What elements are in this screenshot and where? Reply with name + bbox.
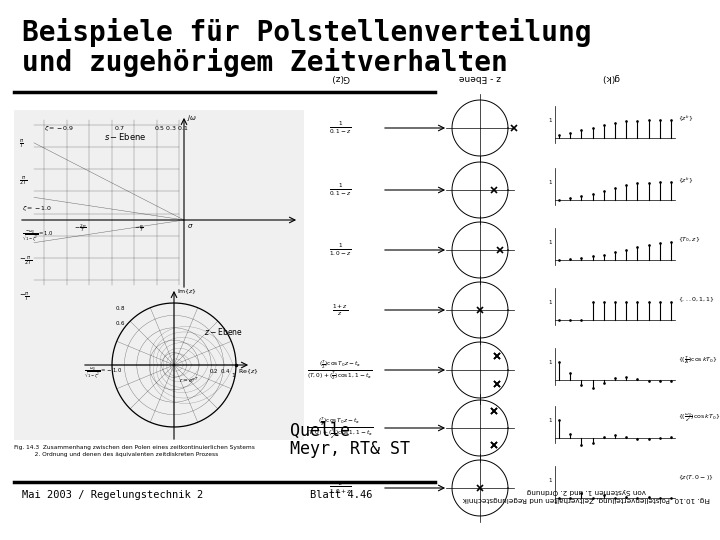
Text: $0.2$: $0.2$ (209, 367, 219, 375)
Text: $\frac{\pi}{2T}$: $\frac{\pi}{2T}$ (19, 174, 27, 187)
Text: $\zeta=-0.9$: $\zeta=-0.9$ (44, 124, 74, 133)
Text: $r=e^{\sigma T}$: $r=e^{\sigma T}$ (179, 376, 199, 385)
Text: 1: 1 (549, 179, 552, 185)
Text: $\zeta=-1.0$: $\zeta=-1.0$ (22, 204, 53, 213)
Text: und zugehörigem Zeitverhalten: und zugehörigem Zeitverhalten (22, 48, 508, 77)
Text: $\frac{1+z}{z}$: $\frac{1+z}{z}$ (332, 302, 348, 318)
Text: $-\frac{\pi}{T}$: $-\frac{\pi}{T}$ (134, 223, 144, 234)
Text: $\frac{1}{0{.}1-z}$: $\frac{1}{0{.}1-z}$ (328, 182, 351, 198)
Text: $\frac{(\frac{T}{2})\cos T_0 z-t_a}{(T,0)+(\frac{T_0}{z^2})\cos 1,1-t_a}$: $\frac{(\frac{T}{2})\cos T_0 z-t_a}{(T,0… (306, 415, 374, 441)
Text: 1: 1 (549, 417, 552, 422)
Text: $\frac{1}{0{.}1-z}$: $\frac{1}{0{.}1-z}$ (328, 120, 351, 136)
Text: 1: 1 (549, 118, 552, 123)
Text: $\frac{\pi}{T}$: $\frac{\pi}{T}$ (19, 137, 24, 150)
Text: $-\frac{\pi}{2T}$: $-\frac{\pi}{2T}$ (19, 254, 33, 267)
Text: G(z): G(z) (330, 73, 349, 82)
Text: $j\omega$: $j\omega$ (187, 113, 197, 123)
Text: $\{(\frac{\omega_0}{z^2})\cos kT_0\}$: $\{(\frac{\omega_0}{z^2})\cos kT_0\}$ (678, 411, 720, 424)
Text: 1: 1 (549, 240, 552, 245)
Text: $\{z^k\}$: $\{z^k\}$ (678, 113, 693, 123)
Text: $s-$Ebene: $s-$Ebene (104, 131, 146, 142)
Text: $\{z^k\}$: $\{z^k\}$ (678, 175, 693, 185)
Text: $0.8$: $0.8$ (115, 304, 125, 312)
Text: $\frac{z}{1{.}0+z}$: $\frac{z}{1{.}0+z}$ (328, 481, 351, 496)
Text: $\frac{(\frac{T}{2})\cos T_0 z-t_a}{(T,0)+(\frac{T}{2})\cos 1,1-t_a}$: $\frac{(\frac{T}{2})\cos T_0 z-t_a}{(T,0… (307, 358, 373, 382)
Text: Blatt 4.46: Blatt 4.46 (310, 490, 372, 500)
Text: $\mathrm{Im}\{z\}$: $\mathrm{Im}\{z\}$ (177, 287, 197, 296)
Text: $\mathrm{Re}\{z\}$: $\mathrm{Re}\{z\}$ (238, 367, 258, 376)
Text: $\{(\frac{T}{A})\cos kT_0\}$: $\{(\frac{T}{A})\cos kT_0\}$ (678, 354, 718, 366)
Text: Meyr, RT& ST: Meyr, RT& ST (290, 440, 410, 458)
Text: $0.5\ 0.3\ 0.1$: $0.5\ 0.3\ 0.1$ (154, 124, 189, 132)
Text: $0.7$: $0.7$ (114, 124, 125, 132)
Text: 1: 1 (549, 360, 552, 365)
Text: $\{z(T.0-)\}$: $\{z(T.0-)\}$ (678, 474, 714, 483)
Text: z - Ebene: z - Ebene (459, 73, 501, 82)
Text: $\frac{-\omega_0}{\sqrt{1-\zeta^2}}=1.0$: $\frac{-\omega_0}{\sqrt{1-\zeta^2}}=1.0$ (22, 228, 54, 244)
Text: Fig. 10.10  Polstellenverteilung, Zeitverhalten und Regelungstechnik
von Systeme: Fig. 10.10 Polstellenverteilung, Zeitver… (463, 489, 710, 502)
Text: $0.6$: $0.6$ (115, 319, 125, 327)
Bar (14, 110, 304, 440)
Text: 1: 1 (549, 300, 552, 305)
Text: Quelle: Quelle (290, 422, 350, 440)
Text: Mai 2003 / Regelungstechnik 2: Mai 2003 / Regelungstechnik 2 (22, 490, 203, 500)
Text: Fig. 14.3  Zusammenhang zwischen den Polen eines zeitkontinuierlichen Systems
  : Fig. 14.3 Zusammenhang zwischen den Pole… (14, 445, 255, 457)
Text: $-\frac{2\pi}{T}$: $-\frac{2\pi}{T}$ (74, 222, 86, 234)
Text: $\{...0,1,1\}$: $\{...0,1,1\}$ (678, 296, 715, 304)
Text: $\frac{1}{1{.}0-z}$: $\frac{1}{1{.}0-z}$ (328, 242, 351, 258)
Text: g(k): g(k) (601, 73, 619, 82)
Text: 1: 1 (549, 477, 552, 483)
Text: Beispiele für Polstellenverteilung: Beispiele für Polstellenverteilung (22, 18, 592, 47)
Text: 1: 1 (231, 373, 235, 378)
Text: $-\frac{\pi}{T}$: $-\frac{\pi}{T}$ (19, 290, 30, 303)
Text: $\frac{\omega_0}{\sqrt{1-\zeta^2}}=-1.0$: $\frac{\omega_0}{\sqrt{1-\zeta^2}}=-1.0$ (84, 365, 122, 381)
Text: $\{T_0,z\}$: $\{T_0,z\}$ (678, 235, 701, 245)
Text: $\sigma$: $\sigma$ (187, 222, 194, 230)
Text: $0.4$: $0.4$ (220, 367, 230, 375)
Text: $z-$Ebene: $z-$Ebene (204, 326, 243, 337)
